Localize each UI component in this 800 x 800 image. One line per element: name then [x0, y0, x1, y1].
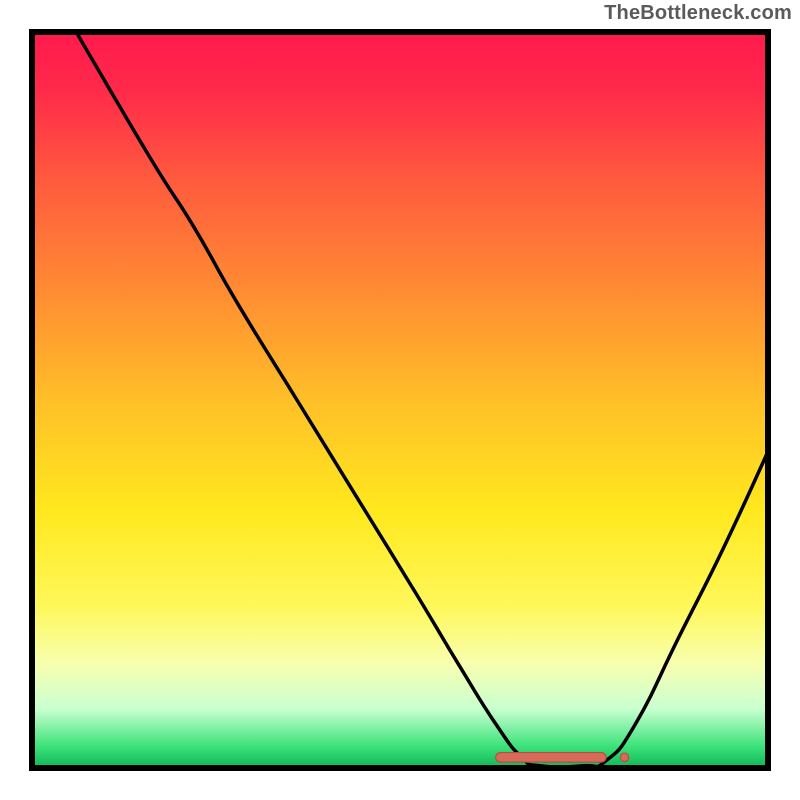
optimal-range-marker — [496, 753, 606, 763]
bottleneck-chart: TheBottleneck.com — [0, 0, 800, 800]
chart-svg — [0, 0, 800, 800]
optimal-range-dot — [620, 753, 628, 761]
watermark-text: TheBottleneck.com — [604, 2, 792, 25]
